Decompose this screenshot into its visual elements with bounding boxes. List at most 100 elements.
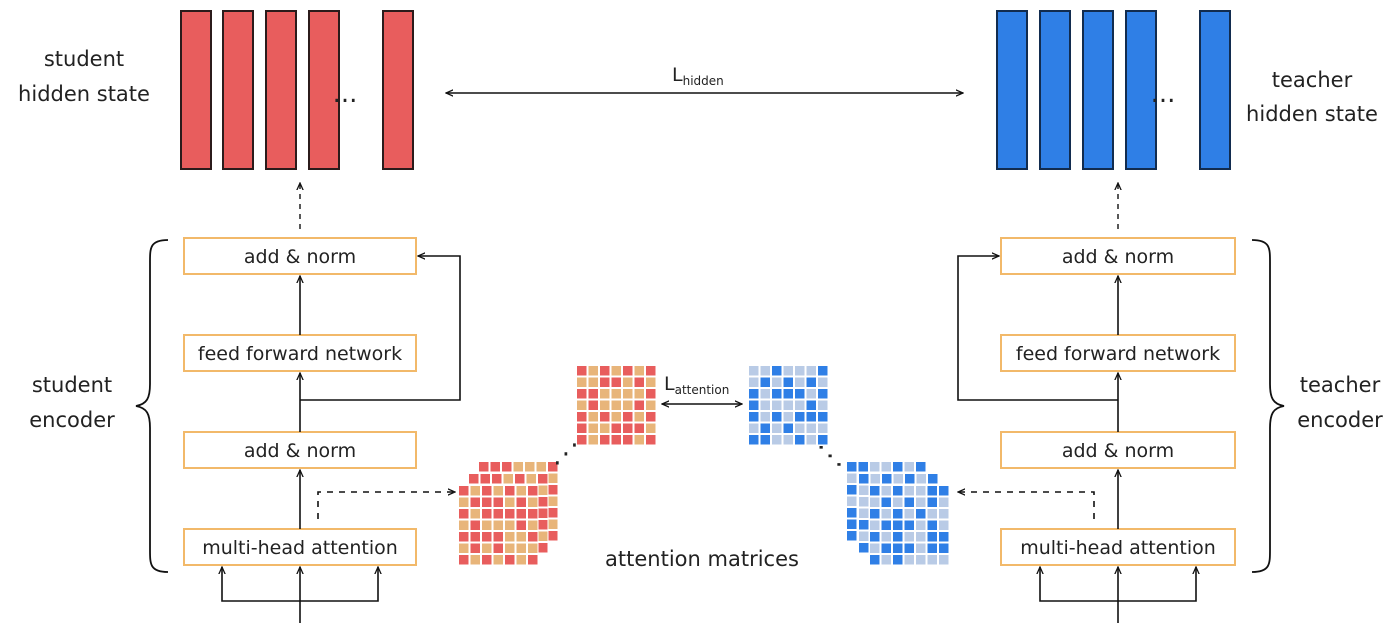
teacher-attn-matrix-top-cell xyxy=(795,377,805,387)
teacher-attn-matrix-front-cell xyxy=(916,543,926,553)
teacher-attn-matrix-back-cell xyxy=(847,531,857,541)
student-attn-matrix-mid-cell xyxy=(515,474,525,484)
teacher-attn-matrix-top-cell xyxy=(772,389,782,399)
student-attn-matrix-front-cell xyxy=(482,486,492,496)
teacher-attn-matrix-front-cell xyxy=(870,486,880,496)
teacher-hidden-bar-2 xyxy=(1039,10,1071,170)
student-attn-matrix-mid-cell xyxy=(526,474,536,484)
student-attn-matrix-top-cell xyxy=(646,389,656,399)
student-attn-matrix-front-cell xyxy=(528,509,538,519)
student-attn-matrix-front-cell xyxy=(482,532,492,542)
student-attn-matrix-back-cell xyxy=(479,462,489,472)
student-attn-matrix-top-cell xyxy=(623,400,633,410)
teacher-top-attention-matrix xyxy=(748,365,829,446)
teacher-attn-matrix-front-cell xyxy=(881,555,891,565)
teacher-attn-matrix-front-cell xyxy=(939,543,949,553)
student-attn-matrix-front-cell xyxy=(505,520,515,530)
teacher-attn-matrix-top-cell xyxy=(772,412,782,422)
student-hidden-bar-3 xyxy=(265,10,297,170)
student-attn-matrix-mid-cell xyxy=(492,474,502,484)
student-attn-matrix-top-cell xyxy=(634,389,644,399)
teacher-attn-matrix-top-cell xyxy=(806,435,816,445)
teacher-attn-matrix-top-cell xyxy=(806,389,816,399)
student-attn-matrix-back-cell xyxy=(490,462,500,472)
teacher-attn-matrix-front-cell xyxy=(939,555,949,565)
student-attn-matrix-front-cell xyxy=(516,555,526,565)
teacher-attn-matrix-top-cell xyxy=(818,389,828,399)
teacher-attn-matrix-mid-cell xyxy=(859,520,869,530)
student-attn-matrix-top-cell xyxy=(588,423,598,433)
student-attn-matrix-front-cell xyxy=(482,497,492,507)
teacher-attn-matrix-back-cell xyxy=(916,462,926,472)
teacher-attn-matrix-mid-cell xyxy=(928,474,938,484)
student-attn-matrix-top-cell xyxy=(646,412,656,422)
teacher-attn-matrix-top-cell xyxy=(772,377,782,387)
teacher-hidden-state-label-line1: teacher xyxy=(1272,68,1353,92)
student-attn-matrix-front-cell xyxy=(493,509,503,519)
teacher-attn-matrix-front xyxy=(869,485,950,566)
student-attn-matrix-top-cell xyxy=(577,435,587,445)
student-attn-matrix-top-cell xyxy=(611,400,621,410)
teacher-attn-matrix-front-cell xyxy=(904,555,914,565)
student-add-norm-bottom: add & norm xyxy=(183,431,417,469)
teacher-add-norm-top-label: add & norm xyxy=(1062,246,1174,268)
teacher-attn-matrix-back-cell xyxy=(847,496,857,506)
student-attn-matrix-mid-cell xyxy=(538,508,548,518)
teacher-attn-matrix-front-cell xyxy=(893,486,903,496)
teacher-attn-matrix-top-cell xyxy=(772,366,782,376)
teacher-attn-matrix-front-cell xyxy=(881,520,891,530)
student-attn-matrix-top-cell xyxy=(588,435,598,445)
student-attn-matrix-front-cell xyxy=(493,497,503,507)
student-attn-matrix-mid-cell xyxy=(538,520,548,530)
teacher-attn-matrix-front-cell xyxy=(916,520,926,530)
teacher-attn-matrix-top-cell xyxy=(783,400,793,410)
teacher-attn-matrix-back-cell xyxy=(893,462,903,472)
teacher-attn-matrix-back-cell xyxy=(858,462,868,472)
student-attn-matrix-front-cell xyxy=(459,509,469,519)
teacher-attn-matrix-front-cell xyxy=(881,543,891,553)
teacher-attn-matrix-top-cell xyxy=(749,366,759,376)
teacher-attn-matrix-front-cell xyxy=(939,520,949,530)
teacher-attn-matrix-front-cell xyxy=(939,486,949,496)
student-attn-matrix-top-cell xyxy=(611,435,621,445)
teacher-attn-matrix-top-cell xyxy=(806,423,816,433)
student-attn-matrix-front-cell xyxy=(505,555,515,565)
teacher-feed-forward-label: feed forward network xyxy=(1016,343,1220,365)
teacher-attn-matrix-back-cell xyxy=(847,462,857,472)
student-attn-matrix-top-cell xyxy=(611,366,621,376)
hidden-loss-sub: hidden xyxy=(683,74,724,88)
teacher-attn-matrix-top-cell xyxy=(783,366,793,376)
teacher-attn-matrix-front-cell xyxy=(870,497,880,507)
teacher-attn-matrix-front-cell xyxy=(893,532,903,542)
student-attn-matrix-top-cell xyxy=(600,435,610,445)
student-attn-matrix-top-cell xyxy=(577,400,587,410)
teacher-hidden-state-bars xyxy=(996,10,1231,170)
teacher-attn-matrix-front-cell xyxy=(870,543,880,553)
student-attn-matrix-top-cell xyxy=(646,400,656,410)
student-hidden-state-label-line2: hidden state xyxy=(18,82,150,106)
teacher-attn-matrix-front-cell xyxy=(881,532,891,542)
student-attn-matrix-mid-cell xyxy=(469,474,479,484)
teacher-add-norm-bottom-label: add & norm xyxy=(1062,440,1174,462)
attention-loss-sub: attention xyxy=(675,383,730,397)
student-attn-matrix-top-cell xyxy=(611,412,621,422)
teacher-attn-matrix-front-cell xyxy=(904,497,914,507)
teacher-attn-matrix-top-cell xyxy=(818,377,828,387)
student-attn-matrix-top-cell xyxy=(577,389,587,399)
teacher-attn-matrix-front-cell xyxy=(870,532,880,542)
teacher-attn-matrix-front-cell xyxy=(939,497,949,507)
teacher-attn-matrix-front-cell xyxy=(939,509,949,519)
student-encoder-brace xyxy=(135,239,169,573)
teacher-hidden-state-label-line2: hidden state xyxy=(1246,102,1378,126)
teacher-attn-matrix-top-cell xyxy=(795,423,805,433)
teacher-attn-matrix-front-cell xyxy=(870,509,880,519)
student-attn-matrix-top-cell xyxy=(577,423,587,433)
teacher-attn-matrix-top-cell xyxy=(772,423,782,433)
student-bars-ellipsis: ... xyxy=(333,79,358,109)
teacher-attn-matrix-front-cell xyxy=(927,555,937,565)
teacher-attn-matrix-top-cell xyxy=(760,423,770,433)
teacher-hidden-bar-3 xyxy=(1082,10,1114,170)
teacher-attn-matrix-top-cell xyxy=(760,389,770,399)
student-attn-matrix-top-cell xyxy=(646,435,656,445)
